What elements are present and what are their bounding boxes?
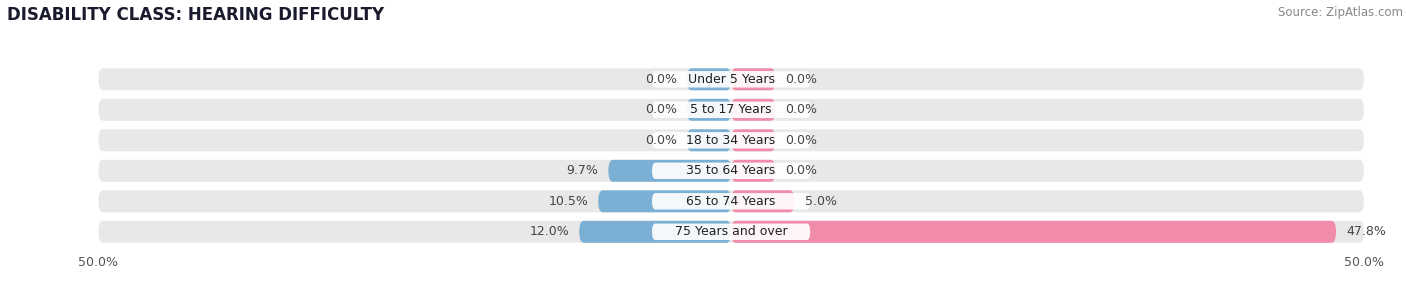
Text: 10.5%: 10.5% (548, 195, 588, 208)
FancyBboxPatch shape (98, 160, 1364, 182)
FancyBboxPatch shape (599, 190, 731, 212)
Text: 75 Years and over: 75 Years and over (675, 225, 787, 238)
Text: Under 5 Years: Under 5 Years (688, 73, 775, 86)
FancyBboxPatch shape (652, 132, 810, 149)
Text: 47.8%: 47.8% (1346, 225, 1386, 238)
FancyBboxPatch shape (98, 99, 1364, 121)
FancyBboxPatch shape (731, 68, 776, 90)
FancyBboxPatch shape (609, 160, 731, 182)
FancyBboxPatch shape (652, 193, 810, 210)
FancyBboxPatch shape (686, 68, 731, 90)
Text: 0.0%: 0.0% (786, 73, 817, 86)
Text: 0.0%: 0.0% (786, 134, 817, 147)
FancyBboxPatch shape (686, 99, 731, 121)
Text: 9.7%: 9.7% (567, 164, 599, 177)
FancyBboxPatch shape (98, 129, 1364, 151)
FancyBboxPatch shape (731, 129, 776, 151)
Text: 5.0%: 5.0% (804, 195, 837, 208)
FancyBboxPatch shape (731, 99, 776, 121)
Text: 0.0%: 0.0% (645, 103, 676, 116)
FancyBboxPatch shape (579, 221, 731, 243)
Text: 0.0%: 0.0% (645, 73, 676, 86)
FancyBboxPatch shape (652, 163, 810, 179)
FancyBboxPatch shape (686, 129, 731, 151)
Text: 35 to 64 Years: 35 to 64 Years (686, 164, 776, 177)
FancyBboxPatch shape (98, 190, 1364, 212)
Text: 18 to 34 Years: 18 to 34 Years (686, 134, 776, 147)
FancyBboxPatch shape (652, 102, 810, 118)
Text: 5 to 17 Years: 5 to 17 Years (690, 103, 772, 116)
Text: 0.0%: 0.0% (786, 164, 817, 177)
FancyBboxPatch shape (652, 71, 810, 88)
Text: DISABILITY CLASS: HEARING DIFFICULTY: DISABILITY CLASS: HEARING DIFFICULTY (7, 6, 384, 24)
FancyBboxPatch shape (98, 68, 1364, 90)
Text: 0.0%: 0.0% (645, 134, 676, 147)
Text: 12.0%: 12.0% (530, 225, 569, 238)
FancyBboxPatch shape (652, 224, 810, 240)
Text: 0.0%: 0.0% (786, 103, 817, 116)
FancyBboxPatch shape (731, 160, 776, 182)
Text: Source: ZipAtlas.com: Source: ZipAtlas.com (1278, 6, 1403, 19)
FancyBboxPatch shape (98, 221, 1364, 243)
FancyBboxPatch shape (731, 221, 1336, 243)
FancyBboxPatch shape (731, 190, 794, 212)
Text: 65 to 74 Years: 65 to 74 Years (686, 195, 776, 208)
